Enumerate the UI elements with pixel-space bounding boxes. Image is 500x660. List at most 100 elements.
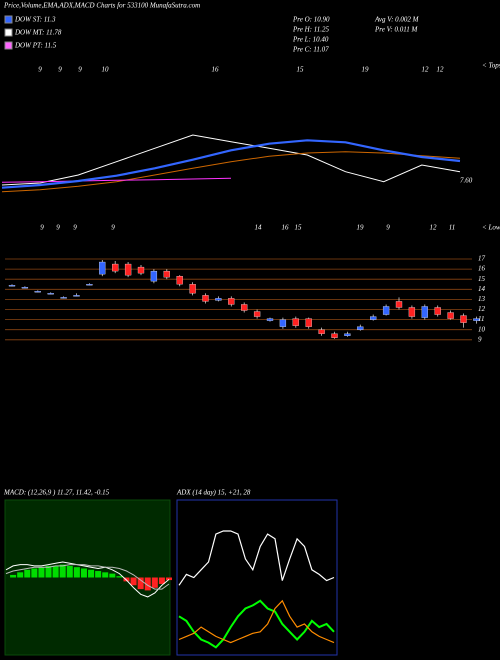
top-date: 9 xyxy=(78,66,82,74)
stat: Pre H: 11.25 xyxy=(292,26,329,34)
low-date: 14 xyxy=(255,224,263,232)
macd-line xyxy=(5,561,170,598)
adx-title: ADX (14 day) 15, +21, 28 xyxy=(176,489,251,497)
legend-swatch xyxy=(4,15,13,24)
macd-title: MACD: (12,26,9 ) 11.27, 11.42, -0.15 xyxy=(3,489,110,497)
histogram-bar xyxy=(116,576,123,578)
low-date: 15 xyxy=(295,224,303,232)
candle-body xyxy=(253,311,261,317)
histogram-bar xyxy=(45,565,52,578)
histogram-bar xyxy=(95,571,102,578)
candle-body xyxy=(228,298,235,305)
histogram-bar xyxy=(88,569,95,578)
y-tick-label: 15 xyxy=(478,275,486,283)
adx-line xyxy=(178,530,335,586)
histogram-bar xyxy=(52,565,59,578)
candle-body xyxy=(163,270,170,278)
low-date: 9 xyxy=(40,224,44,232)
candle-body xyxy=(215,298,222,301)
candle-body xyxy=(357,326,364,330)
candle-body xyxy=(34,291,41,293)
low-date: 9 xyxy=(56,224,60,232)
low-date: 19 xyxy=(357,224,365,232)
low-date: 9 xyxy=(73,224,77,232)
y-tick-label: 10 xyxy=(478,325,486,333)
low-date: 11 xyxy=(449,224,455,232)
candle-body xyxy=(202,295,209,302)
y-tick-label: 11 xyxy=(478,315,484,323)
candle-body xyxy=(382,306,390,315)
last-price: 7.60 xyxy=(460,177,473,185)
histogram-bar xyxy=(17,572,24,578)
candle-body xyxy=(124,263,132,276)
y-tick-label: 16 xyxy=(478,265,486,273)
top-date: 19 xyxy=(362,66,370,74)
candle-body xyxy=(344,333,351,336)
candle-body xyxy=(150,270,158,282)
histogram-bar xyxy=(73,567,80,578)
candle-body xyxy=(47,293,54,295)
histogram-bar xyxy=(102,572,109,578)
legend-label: DOW MT: 11.78 xyxy=(14,29,62,37)
histogram-bar xyxy=(38,567,45,578)
histogram-bar xyxy=(66,565,73,578)
candle-body xyxy=(99,261,106,275)
top-date: 16 xyxy=(212,66,220,74)
candle-body xyxy=(279,319,287,327)
candle-body xyxy=(137,266,145,274)
top-date: 12 xyxy=(437,66,445,74)
candle-body xyxy=(112,263,119,272)
y-tick-label: 14 xyxy=(478,285,486,293)
candle-body xyxy=(86,284,93,286)
y-tick-label: 13 xyxy=(478,295,486,303)
adx-panel xyxy=(176,499,338,656)
title: Price,Volume,EMA,ADX,MACD Charts for 533… xyxy=(3,2,200,10)
price-line xyxy=(1,134,461,186)
stat: Pre V: 0.011 M xyxy=(374,26,418,34)
low-date: 12 xyxy=(430,224,438,232)
candle-body xyxy=(8,285,16,287)
y-tick-label: 12 xyxy=(478,305,486,313)
low-date: 16 xyxy=(282,224,290,232)
histogram-bar xyxy=(10,574,17,578)
stat: Pre O: 10.90 xyxy=(292,16,330,24)
price-line xyxy=(1,177,232,183)
histogram-bar xyxy=(80,568,87,578)
candle-body xyxy=(318,329,325,334)
legend-label: DOW PT: 11.5 xyxy=(14,42,57,50)
top-date: 9 xyxy=(38,66,42,74)
candle-body xyxy=(189,284,196,294)
candle-body xyxy=(305,318,312,327)
candle-body xyxy=(331,333,338,338)
candle-body xyxy=(241,304,248,311)
histogram-bar xyxy=(144,577,151,591)
candle-body xyxy=(370,316,377,320)
histogram-bar xyxy=(59,564,66,578)
histogram-bar xyxy=(166,577,172,581)
tops-label: < Tops xyxy=(482,62,500,70)
low-date: 9 xyxy=(386,224,390,232)
histogram-bar xyxy=(137,577,144,590)
top-date: 12 xyxy=(422,66,430,74)
histogram-bar xyxy=(151,577,158,588)
stat: Avg V: 0.002 M xyxy=(374,16,420,24)
signal-line xyxy=(5,564,170,590)
lows-label: < Lows xyxy=(482,224,500,232)
candle-body xyxy=(60,297,67,299)
histogram-bar xyxy=(31,568,38,578)
top-date: 15 xyxy=(297,66,305,74)
candle-body xyxy=(434,307,441,315)
candle-body xyxy=(73,295,80,297)
top-date: 10 xyxy=(102,66,110,74)
y-tick-label: 17 xyxy=(478,255,486,263)
legend-swatch xyxy=(4,28,13,37)
stat: Pre C: 11.07 xyxy=(292,46,329,54)
price-line xyxy=(1,151,461,193)
candle-body xyxy=(473,318,480,321)
histogram-bar xyxy=(158,577,165,584)
histogram-bar xyxy=(109,573,116,578)
candle-body xyxy=(460,315,467,323)
stat: Pre L: 10.40 xyxy=(292,36,329,44)
legend-swatch xyxy=(4,41,13,50)
